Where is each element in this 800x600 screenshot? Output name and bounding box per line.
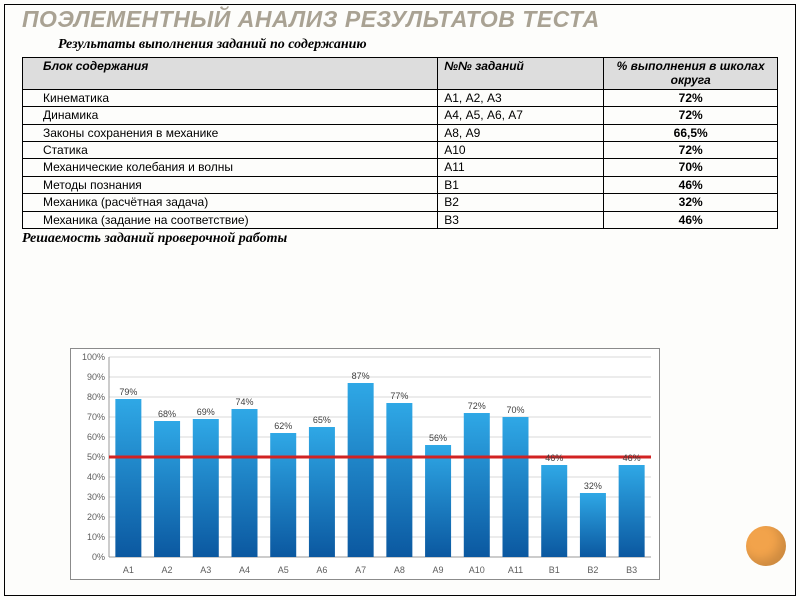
y-axis-label: 60% <box>75 432 105 442</box>
y-axis-label: 50% <box>75 452 105 462</box>
bar-value-label: 74% <box>228 397 262 407</box>
bar <box>115 399 141 557</box>
x-axis-label: A1 <box>111 565 145 575</box>
y-axis-label: 40% <box>75 472 105 482</box>
bar-value-label: 87% <box>344 371 378 381</box>
bar <box>541 465 567 557</box>
x-axis-label: A7 <box>344 565 378 575</box>
bar-value-label: 79% <box>111 387 145 397</box>
bar-value-label: 72% <box>460 401 494 411</box>
bar-value-label: 46% <box>537 453 571 463</box>
bar-value-label: 62% <box>266 421 300 431</box>
x-axis-label: B1 <box>537 565 571 575</box>
bar <box>232 409 258 557</box>
bar-value-label: 32% <box>576 481 610 491</box>
bar <box>386 403 412 557</box>
page-indicator-icon <box>746 526 786 566</box>
bar <box>580 493 606 557</box>
bar-value-label: 56% <box>421 433 455 443</box>
x-axis-label: A3 <box>189 565 223 575</box>
bar <box>193 419 219 557</box>
bar <box>154 421 180 557</box>
bar-value-label: 68% <box>150 409 184 419</box>
bar-value-label: 46% <box>615 453 649 463</box>
x-axis-label: B3 <box>615 565 649 575</box>
bar <box>348 383 374 557</box>
bar-value-label: 70% <box>499 405 533 415</box>
bar <box>464 413 490 557</box>
x-axis-label: A10 <box>460 565 494 575</box>
bar <box>270 433 296 557</box>
y-axis-label: 100% <box>75 352 105 362</box>
x-axis-label: A9 <box>421 565 455 575</box>
bar-value-label: 65% <box>305 415 339 425</box>
bar-value-label: 69% <box>189 407 223 417</box>
bar-value-label: 77% <box>382 391 416 401</box>
bar <box>619 465 645 557</box>
y-axis-label: 10% <box>75 532 105 542</box>
bar <box>503 417 529 557</box>
y-axis-label: 90% <box>75 372 105 382</box>
x-axis-label: A6 <box>305 565 339 575</box>
y-axis-label: 30% <box>75 492 105 502</box>
x-axis-label: A11 <box>499 565 533 575</box>
y-axis-label: 20% <box>75 512 105 522</box>
y-axis-label: 80% <box>75 392 105 402</box>
x-axis-label: A5 <box>266 565 300 575</box>
x-axis-label: A2 <box>150 565 184 575</box>
bar-chart: 0% 10% 20% 30% 40% 50% 60% 70% 80% 90% 100% 79% A1 68… <box>70 348 660 580</box>
y-axis-label: 0% <box>75 552 105 562</box>
x-axis-label: A4 <box>228 565 262 575</box>
x-axis-label: A8 <box>382 565 416 575</box>
y-axis-label: 70% <box>75 412 105 422</box>
bar <box>425 445 451 557</box>
bar <box>309 427 335 557</box>
x-axis-label: B2 <box>576 565 610 575</box>
